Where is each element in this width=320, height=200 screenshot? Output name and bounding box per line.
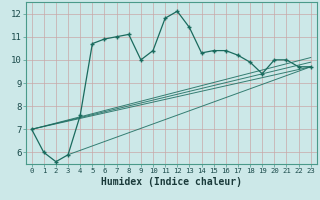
X-axis label: Humidex (Indice chaleur): Humidex (Indice chaleur) (101, 177, 242, 187)
